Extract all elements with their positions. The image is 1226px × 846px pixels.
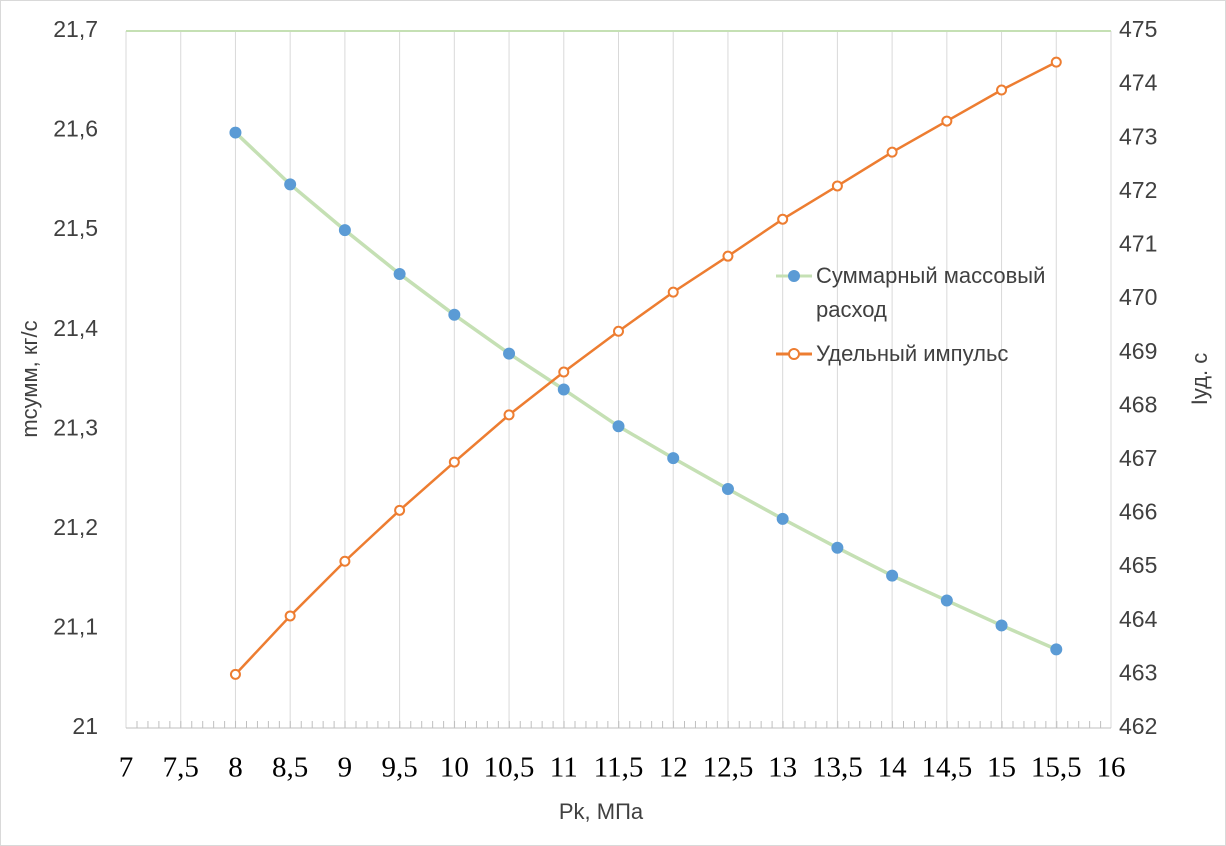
marker [667,452,680,465]
legend-icon [776,270,812,282]
y2-tick-label: 463 [1119,659,1157,685]
y2-tick-label: 469 [1119,338,1157,364]
y-tick-label: 21,5 [53,215,98,241]
x-tick-label: 13,5 [812,752,863,784]
y-tick-label: 21,6 [53,116,98,142]
y2-tick-label: 472 [1119,177,1157,203]
x-tick-label: 9,5 [381,752,417,784]
marker [393,267,406,280]
marker [612,420,625,433]
legend: Суммарный массовый расход Удельный импуль… [776,259,1106,381]
x-tick-label: 8 [228,752,243,784]
x-tick-label: 9 [338,752,353,784]
marker [667,286,679,298]
y-tick-label: 21,7 [53,16,98,42]
marker [722,250,734,262]
y2-tick-label: 473 [1119,123,1157,149]
marker [229,668,241,680]
x-tick-label: 13 [768,752,797,784]
series-line [234,131,1057,651]
legend-item: Удельный импульс [776,337,1106,371]
legend-label: Удельный импульс [816,341,1009,366]
x-tick-label: 7,5 [163,752,199,784]
marker [886,569,899,582]
marker [338,224,351,237]
marker [831,541,844,554]
marker [886,146,898,158]
marker [995,619,1008,632]
x-tick-label: 10 [440,752,469,784]
y-tick-label: 21,1 [53,614,98,640]
marker [831,180,843,192]
marker [558,366,570,378]
x-tick-label: 15,5 [1031,752,1082,784]
marker [339,555,351,567]
y2-tick-label: 462 [1119,713,1157,739]
marker [941,115,953,127]
x-tick-label: 16 [1097,752,1126,784]
y2-tick-label: 465 [1119,552,1157,578]
y2-tick-label: 467 [1119,445,1157,471]
x-tick-label: 11 [550,752,578,784]
marker [721,483,734,496]
y-tick-label: 21 [72,713,98,739]
marker [229,126,242,139]
x-tick-label: 7 [119,752,134,784]
x-tick-label: 12 [659,752,688,784]
legend-icon [776,348,812,360]
marker [613,325,624,337]
y2-tick-label: 466 [1119,499,1157,525]
y2-tick-label: 464 [1119,606,1158,632]
marker [503,409,515,421]
y2-tick-label: 475 [1119,16,1157,42]
y2-tick-label: 470 [1119,284,1157,310]
y2-tick-label: 474 [1119,70,1158,96]
legend-label: Суммарный массовый расход [816,263,1046,322]
x-tick-label: 15 [987,752,1016,784]
marker [776,512,789,525]
series-line [234,60,1057,676]
legend-item: Суммарный массовый расход [776,259,1106,327]
marker [284,178,297,191]
x-tick-label: 8,5 [272,752,308,784]
x-tick-label: 14 [878,752,908,784]
marker [448,456,460,468]
legend-marker [788,348,800,360]
x-tick-label: 14,5 [921,752,972,784]
x-tick-label: 11,5 [594,752,644,784]
y-tick-label: 21,2 [53,514,98,540]
marker [284,610,296,622]
y2-tick-label: 468 [1119,391,1157,417]
x-axis-title: Pk, МПа [559,799,644,824]
legend-marker [788,270,800,282]
marker [503,347,516,360]
y-axis-title: mсумм, кг/с [17,320,42,437]
marker [777,213,789,225]
y2-axis-title: Iуд. с [1187,353,1212,405]
y2-tick-label: 471 [1119,231,1157,257]
marker [394,504,406,516]
marker [448,308,461,321]
marker [1050,56,1062,68]
marker [940,594,953,607]
marker [557,383,570,396]
x-tick-label: 12,5 [703,752,754,784]
y-tick-label: 21,3 [53,414,98,440]
marker [996,84,1008,96]
marker [1050,643,1063,656]
x-tick-label: 10,5 [484,752,535,784]
y-tick-label: 21,4 [53,315,98,341]
